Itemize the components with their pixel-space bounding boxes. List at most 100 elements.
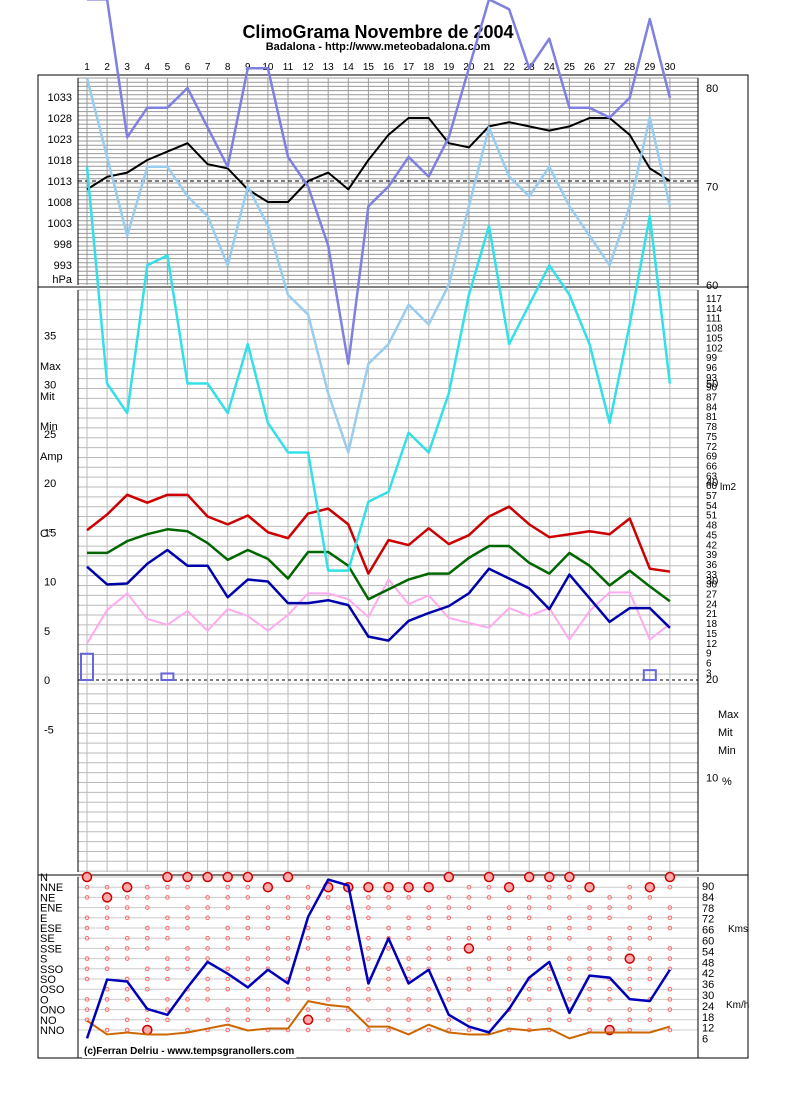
direction-dot (466, 925, 472, 931)
humidity-legend-max: Max (718, 709, 739, 721)
direction-dot (325, 956, 331, 961)
direction-label: ONO (40, 1005, 66, 1017)
direction-dot (225, 935, 230, 941)
temp-amp-line (86, 578, 671, 645)
direction-dot (607, 946, 612, 951)
direction-dot (366, 1017, 371, 1023)
direction-dot (225, 966, 230, 972)
pressure-tick-label: 1008 (48, 197, 72, 209)
direction-dot (426, 1007, 432, 1012)
wind-tick-label: 66 (702, 925, 714, 937)
direction-dot (486, 997, 492, 1002)
rain-bar (80, 652, 94, 682)
direction-dot (486, 1007, 492, 1012)
direction-dot (526, 997, 532, 1002)
day-label: 22 (504, 62, 516, 73)
dominant-direction-marker (383, 881, 394, 893)
direction-dot (587, 1007, 592, 1012)
direction-dot (346, 966, 351, 972)
rain-tick-label: 114 (706, 304, 722, 315)
direction-dot (366, 915, 371, 921)
temp-tick-label: 25 (44, 429, 56, 441)
dominant-direction-marker (644, 881, 656, 893)
direction-dot (526, 915, 532, 921)
day-label: 17 (403, 62, 415, 73)
direction-dot (225, 925, 230, 931)
temperature-panel: 35302520151050-5C°MaxMitMinAmp1171141111… (38, 289, 748, 876)
day-label: 28 (624, 62, 636, 73)
direction-dot (305, 935, 311, 941)
direction-dot (265, 956, 271, 961)
wind-tick-label: 60 (702, 936, 714, 948)
day-label: 16 (383, 62, 395, 73)
direction-dot (225, 1007, 230, 1012)
direction-dot (84, 915, 90, 921)
direction-dot (526, 946, 532, 951)
direction-label: ENE (40, 903, 63, 915)
direction-dot (386, 986, 391, 992)
direction-dot (667, 1027, 673, 1033)
direction-dot (165, 956, 170, 961)
wind-unit-kmh: Km/h (726, 1000, 749, 1011)
direction-dot (466, 966, 472, 972)
direction-dot (165, 966, 170, 972)
pressure-line (86, 117, 671, 203)
direction-dot (667, 946, 673, 951)
direction-dot (486, 935, 492, 941)
pressure-tick-label: 993 (54, 260, 72, 272)
direction-dot (426, 915, 432, 921)
dominant-direction-marker (282, 871, 294, 883)
temp-axis-label: C° (40, 528, 52, 540)
direction-dot (547, 976, 552, 982)
rain-unit-label: lm2 (720, 482, 737, 493)
direction-dot (104, 997, 110, 1002)
direction-dot (225, 884, 230, 890)
humidity-min-line (85, 166, 672, 572)
direction-dot (486, 895, 492, 900)
direction-dot (225, 946, 230, 951)
direction-dot (305, 966, 311, 972)
rain-tick-label: 12 (706, 639, 718, 650)
direction-dot (245, 1017, 251, 1023)
direction-dot (325, 925, 331, 931)
direction-dot (647, 925, 653, 931)
direction-dot (627, 925, 633, 931)
direction-dot (124, 1017, 130, 1023)
day-label: 24 (544, 62, 556, 73)
rain-tick-label: 81 (706, 412, 718, 423)
direction-dot (526, 905, 532, 910)
humidity-tick-label: 10 (706, 773, 718, 785)
rain-tick-label: 90 (706, 383, 718, 394)
direction-dot (145, 976, 150, 982)
direction-dot (265, 925, 271, 931)
dominant-direction-marker (363, 881, 374, 893)
rain-tick-label: 3 (706, 668, 712, 679)
direction-dot (205, 915, 210, 921)
direction-dot (547, 884, 552, 890)
direction-dot (124, 997, 130, 1002)
day-label: 12 (303, 62, 315, 73)
day-label: 2 (104, 62, 110, 73)
direction-dot (466, 935, 472, 941)
dominant-direction-marker (483, 871, 495, 883)
dominant-direction-marker (202, 871, 213, 883)
direction-dot (285, 986, 291, 992)
direction-label: NO (40, 1015, 57, 1027)
direction-dot (667, 997, 673, 1002)
direction-dot (406, 966, 411, 972)
direction-dot (145, 925, 150, 931)
direction-dot (104, 905, 110, 910)
direction-dot (325, 976, 331, 982)
direction-dot (225, 1027, 230, 1033)
direction-dot (466, 905, 472, 910)
direction-dot (406, 935, 411, 941)
direction-dot (145, 905, 150, 910)
direction-dot (165, 997, 170, 1002)
direction-dot (647, 915, 653, 921)
direction-dot (346, 925, 351, 931)
day-label: 15 (363, 62, 375, 73)
temp-tick-label: 20 (44, 478, 56, 490)
direction-dot (466, 976, 472, 982)
direction-dot (667, 905, 673, 910)
